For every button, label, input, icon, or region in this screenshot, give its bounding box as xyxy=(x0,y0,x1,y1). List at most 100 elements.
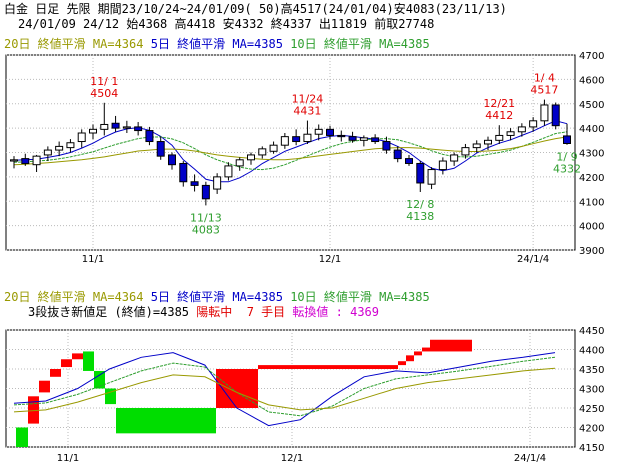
candle-body xyxy=(280,136,289,146)
lower-ma-line-20日 xyxy=(13,367,556,413)
upper-y-tick: 4500 xyxy=(579,100,604,111)
candle-body xyxy=(359,137,368,141)
step-count: 7 手目 xyxy=(246,305,286,319)
candle-body xyxy=(32,155,41,166)
brick-up xyxy=(398,361,406,366)
high-annotation-date: 1/ 4 xyxy=(534,72,555,85)
high-annotation-date: 12/21 xyxy=(483,97,515,110)
candle-body xyxy=(405,158,413,164)
brick-down xyxy=(83,351,94,371)
lower-legend-ma20: 20日 終値平滑 MA=4364 xyxy=(4,290,144,304)
candle-body xyxy=(77,132,86,143)
brick-up xyxy=(39,380,50,393)
candle-body xyxy=(224,165,233,178)
upper-ma-line-20日 xyxy=(13,136,568,166)
candle-body xyxy=(145,130,154,143)
brick-up xyxy=(72,353,83,360)
brick-up xyxy=(258,365,398,369)
candle-body xyxy=(55,145,64,151)
candle-body xyxy=(235,159,244,167)
candle-body xyxy=(213,176,222,190)
candle-body xyxy=(495,134,504,141)
candle-body xyxy=(484,139,492,145)
lower-y-tick: 4400 xyxy=(579,346,604,357)
candle-body xyxy=(563,135,571,144)
candle-body xyxy=(21,158,30,164)
candle-body xyxy=(314,128,323,135)
candle-body xyxy=(201,184,210,200)
low-annotation-date: 1/ 9 xyxy=(556,151,577,164)
candle-body xyxy=(247,154,255,161)
lower-ma-line-5日 xyxy=(13,352,556,427)
candle-body xyxy=(111,122,120,129)
upper-ma-line-10日 xyxy=(13,131,568,171)
candle-body xyxy=(450,154,459,162)
upper-legend: 20日 終値平滑 MA=4364 5日 終値平滑 MA=4385 10日 終値平… xyxy=(4,37,430,51)
high-annotation-value: 4504 xyxy=(90,87,118,100)
sanbon-label: 3段抜き新値足 (終値)=4385 xyxy=(28,305,190,319)
candle-body xyxy=(258,148,267,156)
candle-body xyxy=(371,137,380,143)
candle-body xyxy=(292,136,301,143)
brick-up xyxy=(216,369,258,408)
candle-body xyxy=(506,131,515,136)
header-line2: 24/01/09 24/12 始4368 高4418 安4332 終4337 出… xyxy=(18,17,435,31)
candle-body xyxy=(10,159,18,162)
lower-y-tick: 4250 xyxy=(579,404,604,415)
candle-body xyxy=(529,120,538,128)
lower-y-tick: 4150 xyxy=(579,443,604,454)
brick-up xyxy=(430,339,472,352)
lower-y-tick: 4450 xyxy=(579,326,604,337)
low-annotation-date: 12/ 8 xyxy=(406,198,434,211)
brick-up xyxy=(28,396,39,424)
low-annotation-value: 4332 xyxy=(553,163,581,176)
upper-y-tick: 3900 xyxy=(579,246,604,257)
candle-body xyxy=(438,160,447,171)
candle-body xyxy=(461,147,470,156)
lower-ma-line-10日 xyxy=(13,356,556,417)
lower-y-tick: 4300 xyxy=(579,385,604,396)
brick-up xyxy=(414,351,422,356)
brick-down xyxy=(16,427,28,447)
high-annotation-value: 4412 xyxy=(485,109,513,122)
upper-y-tick: 4300 xyxy=(579,149,604,160)
high-annotation-value: 4517 xyxy=(530,84,558,97)
candle-body xyxy=(43,149,52,156)
high-annotation-date: 11/ 1 xyxy=(90,75,118,88)
candle-body xyxy=(551,104,560,127)
lower-x-tick: 11/1 xyxy=(57,453,79,464)
upper-y-tick: 4600 xyxy=(579,75,604,86)
high-annotation-date: 11/24 xyxy=(292,93,324,106)
brick-up xyxy=(50,369,61,377)
upper-x-tick: 12/1 xyxy=(319,254,341,265)
low-annotation-value: 4138 xyxy=(406,210,434,223)
candle-body xyxy=(337,134,346,138)
header-line1: 白金 日足 先限 期間23/10/24~24/01/09( 50)高4517(2… xyxy=(4,2,507,16)
candle-body xyxy=(303,133,312,143)
lower-x-tick: 12/1 xyxy=(281,453,303,464)
candle-body xyxy=(427,169,436,185)
candle-body xyxy=(540,104,549,122)
candlestick-chart: 3900 4000 4100 4200 4300 4400 4500 4600 4700 11/1… xyxy=(5,51,604,265)
upper-y-tick: 4400 xyxy=(579,124,604,135)
candle-body xyxy=(269,144,278,152)
upper-legend-ma5: 5日 終値平滑 MA=4385 xyxy=(150,37,283,51)
sanbon-chart: 4150 4200 4250 4300 4350 4400 4450 11/1 12/1 24/1… xyxy=(5,326,604,464)
brick-up xyxy=(406,355,414,362)
lower-legend: 20日 終値平滑 MA=4364 5日 終値平滑 MA=4385 10日 終値平… xyxy=(4,290,430,304)
upper-y-tick: 4000 xyxy=(579,222,604,233)
trend-status: 陽転中 xyxy=(196,305,233,319)
upper-x-tick: 24/1/4 xyxy=(517,254,549,265)
high-annotation-value: 4431 xyxy=(293,105,321,118)
candle-body xyxy=(89,128,97,134)
brick-down xyxy=(105,388,116,405)
candle-body xyxy=(190,181,199,186)
lower-y-tick: 4350 xyxy=(579,365,604,376)
lower-legend-ma10: 10日 終値平滑 MA=4385 xyxy=(290,290,430,304)
lower-x-tick: 24/1/4 xyxy=(514,453,546,464)
candle-body xyxy=(179,162,188,183)
candle-body xyxy=(134,126,143,132)
low-annotation-date: 11/13 xyxy=(190,211,222,224)
turn-value: 転換値 : 4369 xyxy=(292,305,379,319)
low-annotation-value: 4083 xyxy=(192,223,220,236)
